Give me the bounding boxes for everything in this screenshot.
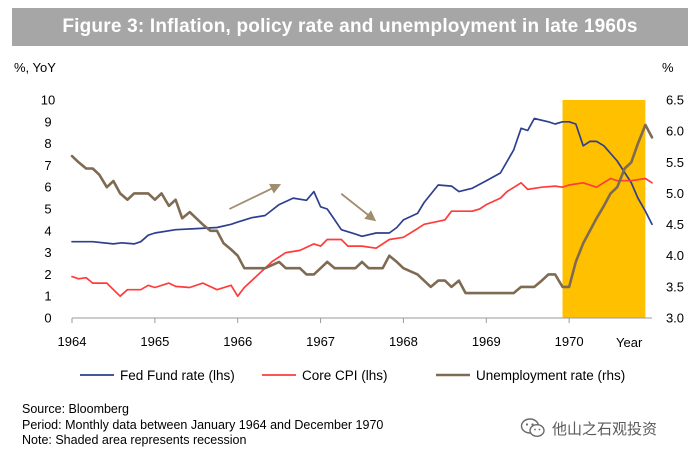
period-note: Period: Monthly data between January 196… xyxy=(22,417,384,432)
series-lines xyxy=(70,117,654,298)
watermark: 他山之石观投资 xyxy=(520,417,657,439)
y-left-tick-label: 3 xyxy=(44,245,51,260)
y-left-tick-label: 0 xyxy=(44,311,51,326)
y-right-tick-label: 3.0 xyxy=(666,311,684,326)
trend-arrow xyxy=(340,193,377,222)
y-right-tick-label: 6.5 xyxy=(666,93,684,108)
x-tick-label: 1964 xyxy=(58,334,87,349)
notes: Source: Bloomberg Period: Monthly data b… xyxy=(22,402,383,449)
core-cpi-line xyxy=(71,177,653,298)
y-right-tick-label: 6.0 xyxy=(666,124,684,139)
legend-label: Core CPI (lhs) xyxy=(302,368,388,383)
trend-arrow xyxy=(229,183,282,210)
recession-band xyxy=(562,100,646,318)
y-right-tick-label: 4.5 xyxy=(666,217,684,232)
y-right-tick-label: 5.0 xyxy=(666,186,684,201)
x-tick-label: 1966 xyxy=(223,334,252,349)
legend-core-cpi: Core CPI (lhs) xyxy=(262,368,388,383)
x-tick-label: 1970 xyxy=(555,334,584,349)
fed-fund-rate-line xyxy=(71,117,653,245)
legend: Fed Fund rate (lhs) Core CPI (lhs) Unemplo… xyxy=(80,368,625,383)
wechat-icon xyxy=(520,418,545,438)
legend-label: Unemployment rate (rhs) xyxy=(476,368,625,383)
annotations xyxy=(229,183,377,222)
x-tick-label: 1965 xyxy=(140,334,169,349)
watermark-text: 他山之石观投资 xyxy=(552,420,658,438)
left-axis-label: %, YoY xyxy=(14,60,56,75)
x-tick-label: 1969 xyxy=(472,334,501,349)
recession-shading xyxy=(562,100,646,318)
y-left-tick-label: 6 xyxy=(44,180,51,195)
legend-unemployment-rate: Unemployment rate (rhs) xyxy=(436,368,625,383)
axes: 0 1 2 3 4 5 6 7 8 9 10 3.0 3.5 4.0 4.5 5.0 5.5 6.0 6.5 1964… xyxy=(41,93,684,350)
y-left-tick-label: 8 xyxy=(44,136,51,151)
y-left-tick-label: 7 xyxy=(44,158,51,173)
chart: %, YoY % 0 1 2 3 4 5 6 7 8 9 10 3.0 3.5 4.0 4.5 5.0 5.5 6… xyxy=(14,60,684,383)
unemployment-rate-line xyxy=(70,123,654,295)
y-left-tick-label: 10 xyxy=(41,93,55,108)
right-axis-label: % xyxy=(662,60,674,75)
y-left-tick-label: 4 xyxy=(44,223,51,238)
y-right-tick-label: 4.0 xyxy=(666,248,684,263)
x-axis-label: Year xyxy=(616,335,643,350)
figure-title: Figure 3: Inflation, policy rate and une… xyxy=(62,16,638,37)
recession-note: Note: Shaded area represents recession xyxy=(22,433,247,447)
y-left-tick-label: 1 xyxy=(44,289,51,304)
x-tick-label: 1968 xyxy=(389,334,418,349)
y-left-tick-label: 5 xyxy=(44,202,51,217)
legend-fed-fund-rate: Fed Fund rate (lhs) xyxy=(80,368,235,383)
x-tick-label: 1967 xyxy=(306,334,335,349)
y-right-tick-label: 5.5 xyxy=(666,155,684,170)
source-note: Source: Bloomberg xyxy=(22,402,130,416)
y-left-tick-label: 2 xyxy=(44,267,51,282)
figure-title-bar: Figure 3: Inflation, policy rate and une… xyxy=(12,8,688,46)
y-right-tick-label: 3.5 xyxy=(666,279,684,294)
y-left-tick-label: 9 xyxy=(44,114,51,129)
legend-label: Fed Fund rate (lhs) xyxy=(120,368,235,383)
